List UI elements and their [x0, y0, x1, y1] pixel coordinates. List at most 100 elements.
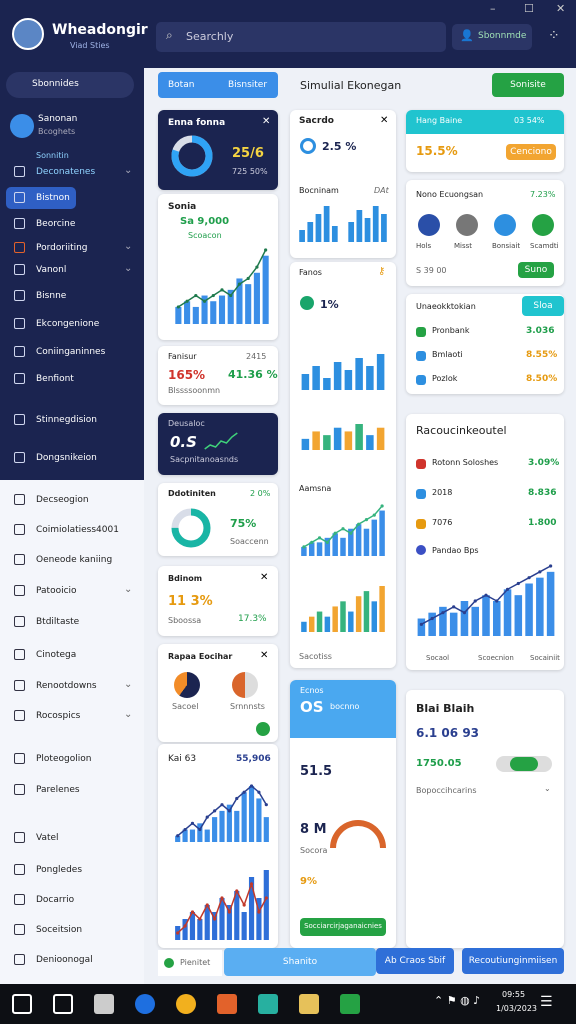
nav-icon: [14, 373, 25, 384]
icon-1: [174, 672, 200, 698]
card-d: Deusaloc 0.S Sacpnitanoasnds: [158, 413, 278, 475]
close-icon[interactable]: ✕: [260, 650, 269, 661]
icon-label: Bonsiait: [492, 242, 521, 250]
row-value: 1.800: [528, 518, 557, 528]
taskbar-app[interactable]: [176, 994, 196, 1014]
close[interactable]: ✕: [556, 2, 566, 15]
header: Wheadongir Viad Sties ⌕ Searchly 👤 Sbonn…: [0, 0, 576, 68]
nav-icon: [14, 894, 25, 905]
icon: [494, 214, 516, 236]
bar: [263, 870, 269, 940]
nav-item[interactable]: Parelenes: [36, 785, 80, 795]
nav-item[interactable]: Coimiolatiess4001: [36, 525, 119, 535]
line-point: [357, 522, 361, 526]
card-sub: 725 50%: [232, 167, 268, 176]
nav-item[interactable]: Patooicio: [36, 586, 77, 596]
card-f: Bdinom ✕ 11 3% Sboossa 17.3%: [158, 566, 278, 636]
nav-item[interactable]: Bisnne: [36, 291, 67, 301]
toggle[interactable]: [496, 756, 552, 772]
taskbar-app[interactable]: [299, 994, 319, 1014]
close-icon[interactable]: ✕: [260, 572, 269, 583]
card-a: Enna fonna ✕ 25/6 725 50%: [158, 110, 278, 190]
nav-item[interactable]: Deconatenes: [36, 167, 96, 177]
card-button[interactable]: Socciarcirjaganaicnies: [300, 918, 386, 936]
card-sub: Sboossa: [168, 616, 202, 625]
card-p: Blai Blaih 6.1 06 93 1750.05 Bopoccihcar…: [406, 690, 564, 948]
bar: [323, 206, 330, 242]
line-point: [213, 917, 217, 921]
action-button[interactable]: Sonisite: [492, 73, 564, 97]
nav-item[interactable]: Stinnegdision: [36, 415, 98, 425]
icon: [532, 214, 554, 236]
sidebar-search[interactable]: Sbonnides: [6, 72, 134, 98]
line-point: [198, 827, 202, 832]
taskbar-app[interactable]: [12, 994, 32, 1014]
nav-item[interactable]: Dongsnikeion: [36, 453, 97, 463]
nav-icon: [14, 166, 25, 177]
taskbar-app[interactable]: [94, 994, 114, 1014]
nav-item[interactable]: Oeneode kaniing: [36, 555, 113, 565]
maximize[interactable]: ☐: [524, 2, 534, 15]
line-point: [176, 305, 180, 309]
account-button[interactable]: 👤 Sbonnmde: [452, 24, 532, 50]
nav-item[interactable]: Pongledes: [36, 865, 83, 875]
nav-item[interactable]: Ekcongenione: [36, 319, 100, 329]
bar-chart: [175, 784, 269, 842]
apps-icon[interactable]: ⁘: [548, 28, 560, 44]
card-value: 75%: [230, 517, 257, 530]
card-tag: DAt: [374, 186, 389, 195]
nav-icon: [14, 218, 25, 229]
bar: [175, 835, 181, 842]
nav-item[interactable]: Docarrio: [36, 895, 75, 905]
taskbar-app[interactable]: [258, 994, 278, 1014]
nav-item[interactable]: Cinotega: [36, 650, 77, 660]
nav-item[interactable]: Beorcine: [36, 219, 76, 229]
tab-2[interactable]: Bisnsiter: [228, 80, 268, 90]
bottom-button-2[interactable]: Recoutiunginmiisen: [462, 948, 564, 974]
nav-item[interactable]: Bistnon: [36, 193, 70, 203]
taskbar-app[interactable]: [53, 994, 73, 1014]
bar-chart: [301, 424, 385, 450]
nav-item[interactable]: Vatel: [36, 833, 59, 843]
taskbar-app[interactable]: [135, 994, 155, 1014]
nav-item[interactable]: Decseogion: [36, 495, 89, 505]
card-value: Sa 9,000: [180, 216, 230, 227]
line-point: [235, 796, 239, 801]
line-point: [194, 293, 198, 298]
bar: [226, 804, 232, 842]
line-point: [176, 931, 180, 935]
card-button[interactable]: Suno: [518, 262, 554, 278]
line-point: [190, 910, 195, 914]
nav-item[interactable]: Vanonl: [36, 265, 67, 275]
taskbar-app[interactable]: [340, 994, 360, 1014]
tab-1[interactable]: Botan: [168, 80, 195, 90]
nav-item[interactable]: Denioonogal: [36, 955, 93, 965]
close-icon[interactable]: ✕: [262, 116, 271, 127]
notifications[interactable]: ☰: [540, 994, 553, 1010]
search-box[interactable]: ⌕ Searchly: [156, 22, 446, 52]
card-header: Hang Baine 03 54%: [406, 110, 564, 134]
card-o: Racoucinkeoutel Pandao Bps Rotonn Solosh…: [406, 414, 564, 670]
nav-item[interactable]: Benfiont: [36, 374, 74, 384]
nav-item[interactable]: Pordoriiting: [36, 243, 88, 253]
tray-icons: ⌃ ⚑ ◍ ♪: [434, 994, 481, 1007]
card-sub: Sacpnitanoasnds: [170, 455, 239, 464]
nav-item[interactable]: Btdiltaste: [36, 617, 80, 627]
nav-item[interactable]: Coniinganinnes: [36, 347, 106, 357]
card-value-2: 1750.05: [416, 758, 462, 769]
nav-item[interactable]: Ploteogolion: [36, 754, 92, 764]
bar: [182, 919, 188, 940]
bottom-button-1[interactable]: Ab Craos Sbif: [376, 948, 454, 974]
close-icon[interactable]: ✕: [380, 115, 389, 126]
bar: [204, 829, 210, 842]
status-dot: [300, 296, 314, 310]
bar: [219, 898, 225, 940]
nav-item[interactable]: Rocospics: [36, 711, 81, 721]
nav-icon: [14, 710, 25, 721]
line-point: [249, 784, 254, 788]
nav-item[interactable]: Renootdowns: [36, 681, 97, 691]
taskbar-app[interactable]: [217, 994, 237, 1014]
status-dot: [164, 958, 174, 968]
nav-item[interactable]: Soceitsion: [36, 925, 83, 935]
minimize[interactable]: –: [490, 2, 496, 15]
